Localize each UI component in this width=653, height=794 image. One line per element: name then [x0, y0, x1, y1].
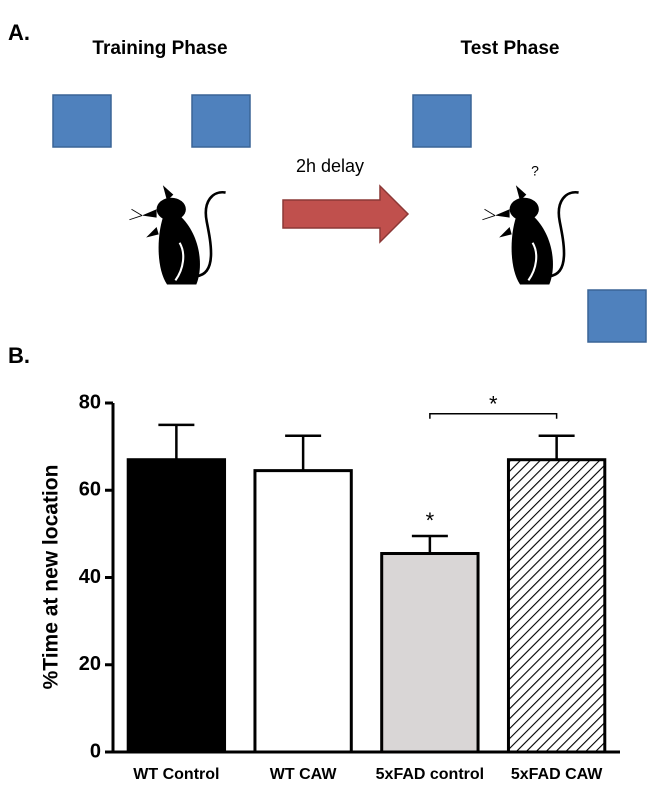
object	[587, 289, 647, 343]
bar	[126, 458, 227, 754]
x-tick-label: WT Control	[133, 766, 219, 783]
y-tick-label: 80	[79, 391, 101, 413]
plot: 0 20 40 60 80 WT Control WT CAW 5xFAD control 5x…	[79, 391, 620, 783]
question: ?	[531, 163, 539, 179]
arrow	[282, 184, 410, 244]
object	[52, 94, 112, 148]
y-tick-label: 40	[79, 566, 101, 588]
mouse	[481, 183, 580, 286]
phase-label: Test Phase	[461, 38, 560, 59]
significance: *	[426, 508, 435, 533]
bar	[380, 552, 480, 754]
phase-label: Training Phase	[92, 38, 227, 59]
object	[412, 94, 472, 148]
significance-bracket	[429, 412, 558, 419]
y-tick-label: 0	[90, 740, 101, 762]
bar	[253, 469, 353, 754]
mouse	[128, 183, 227, 286]
significance: *	[489, 392, 498, 417]
y-axis-label: %Time at new location	[40, 465, 63, 690]
x-tick-label: 5xFAD CAW	[511, 766, 603, 783]
x-tick-label: WT CAW	[270, 766, 338, 783]
x-tick-label: 5xFAD control	[376, 766, 484, 783]
panel-label: B.	[8, 343, 30, 368]
panel-label: A.	[8, 20, 30, 45]
y-tick-label: 60	[79, 479, 101, 501]
object	[191, 94, 251, 148]
y-tick-label: 20	[79, 653, 101, 675]
delay-label: 2h delay	[296, 156, 364, 176]
bar	[506, 458, 607, 754]
